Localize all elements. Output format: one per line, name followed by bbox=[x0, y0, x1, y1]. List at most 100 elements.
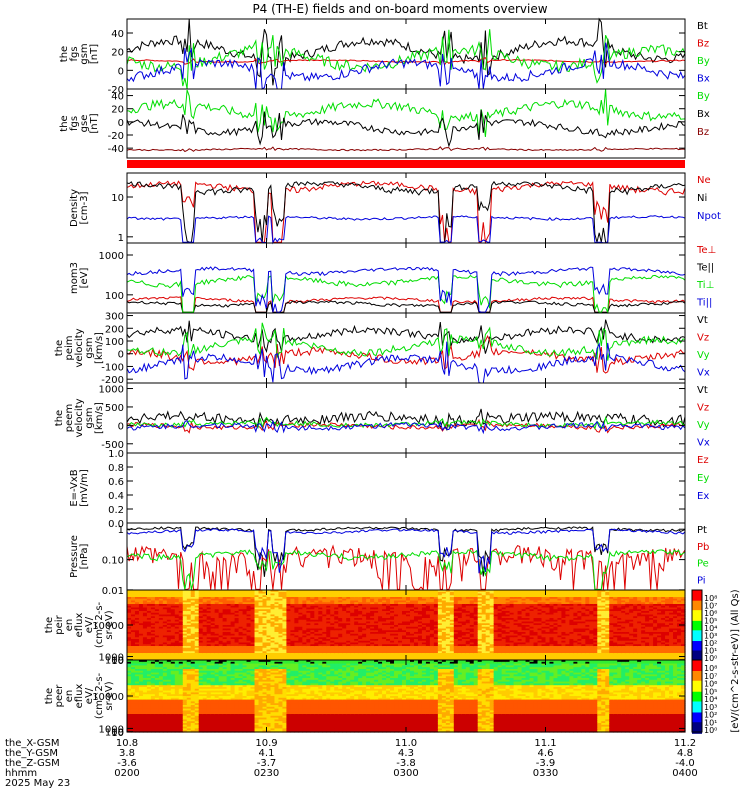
panel-fgs_gsm: 40 20 0 -20 thefgsgsm[nT] Bt Bz By Bx bbox=[59, 17, 710, 96]
series-Ti⊥ bbox=[126, 274, 686, 315]
y-axis-label: thefgsgsm[nT] bbox=[59, 43, 100, 64]
series-Bz bbox=[126, 146, 686, 153]
legend-Te||: Te|| bbox=[696, 263, 714, 274]
legend-Pi: Pi bbox=[697, 575, 706, 586]
y-tick-label: 40 bbox=[111, 29, 124, 40]
y-tick-label: 0.0 bbox=[108, 519, 124, 530]
x-row-label: the_X-GSM bbox=[5, 738, 59, 749]
panel-peem: 1000 500 0 -500 thepeemvelocitygsm[km/s] Vt Vz… bbox=[54, 382, 710, 454]
series-Bt bbox=[126, 17, 686, 86]
legend-Pt: Pt bbox=[697, 525, 707, 536]
y-tick-label: 100 bbox=[105, 656, 124, 667]
colorbar-tick: 10⁸ bbox=[704, 594, 717, 603]
colorbar-tick: 10⁶ bbox=[704, 680, 717, 689]
y-tick-label: -20 bbox=[108, 85, 124, 96]
y-axis-label: thepeerenefluxeV/(cm^2-s-sr-eV) bbox=[44, 672, 115, 719]
y-tick-label: 0.4 bbox=[108, 491, 124, 502]
x-tick-label: 11.2 bbox=[674, 738, 696, 749]
legend-Ey: Ey bbox=[697, 473, 709, 484]
y-tick-label: 20 bbox=[111, 48, 124, 59]
x-tick-label: 0300 bbox=[393, 768, 418, 779]
y-tick-label: 10000 bbox=[92, 621, 124, 632]
panel-fgs_gse: 40 20 0 -20 -40 thefgsgse[nT] By Bx Bz bbox=[59, 88, 710, 159]
y-axis-label: mom3[eV] bbox=[69, 262, 90, 294]
legend-Vx: Vx bbox=[697, 438, 710, 449]
y-tick-label: -40 bbox=[108, 144, 124, 155]
panel-pressure: 1 0.10 0.01 Pressure[nPa] Pt Pb Pe Pi bbox=[69, 522, 709, 597]
colorbar-tick: 10³ bbox=[704, 703, 717, 712]
series-Vz bbox=[126, 334, 686, 374]
legend-Te⊥: Te⊥ bbox=[696, 245, 716, 256]
legend-Ne: Ne bbox=[697, 175, 711, 186]
series-Vt bbox=[126, 319, 686, 354]
colorbar-tick: 10⁵ bbox=[704, 617, 717, 626]
colorbar-tick: 10⁴ bbox=[704, 695, 717, 704]
legend-Vt: Vt bbox=[697, 385, 708, 396]
y-axis-label: Density[cm-3] bbox=[69, 189, 90, 227]
y-tick-label: 40 bbox=[111, 92, 124, 103]
y-axis-label: thepeirenefluxeV/(cm^2-s-sr-eV) bbox=[44, 601, 115, 648]
y-tick-label: 1000 bbox=[99, 653, 124, 664]
legend-Bx: Bx bbox=[697, 74, 710, 85]
colorbar-tick: 10⁷ bbox=[704, 602, 717, 611]
panel-frame bbox=[126, 242, 686, 314]
date-label: 2025 May 23 bbox=[5, 778, 70, 789]
series-Pi bbox=[126, 528, 686, 574]
y-tick-label: 1.0 bbox=[108, 449, 124, 460]
y-tick-label: 0.10 bbox=[102, 556, 124, 567]
x-tick-label: 10.8 bbox=[116, 738, 138, 749]
y-tick-label: 10 bbox=[111, 656, 124, 667]
legend-Ti⊥: Ti⊥ bbox=[696, 280, 714, 291]
series-Ni bbox=[126, 180, 686, 243]
legend-Pb: Pb bbox=[697, 542, 709, 553]
panel-frame bbox=[126, 172, 686, 244]
panel-peer: 10000100010010thepeerenefluxeV/(cm^2-s-s… bbox=[44, 659, 686, 739]
legend-Ex: Ex bbox=[697, 491, 709, 502]
series-Ne bbox=[126, 180, 686, 245]
y-tick-label: 100 bbox=[105, 728, 124, 739]
x-row-label: the_Y-GSM bbox=[5, 748, 58, 759]
colorbar-tick: 10¹ bbox=[704, 718, 717, 727]
legend-Vx: Vx bbox=[697, 368, 710, 379]
series-Pt bbox=[126, 526, 686, 577]
legend-Vt: Vt bbox=[697, 315, 708, 326]
y-tick-label: 10 bbox=[111, 193, 124, 204]
y-axis-label: thepeemvelocitygsm[km/s] bbox=[54, 398, 105, 437]
legend-Pe: Pe bbox=[697, 559, 709, 570]
y-tick-label: 0.2 bbox=[108, 505, 124, 516]
panel-temp: 1000 100 mom3[eV] Te⊥ Te|| Ti⊥ Ti|| bbox=[69, 242, 716, 315]
panel-frame bbox=[126, 18, 686, 90]
plot-title: P4 (TH-E) fields and on-board moments ov… bbox=[252, 2, 547, 16]
series-Vy bbox=[126, 322, 686, 361]
series-Bx bbox=[126, 42, 686, 90]
series-Pb bbox=[126, 544, 686, 591]
colorbar-tick: 10⁸ bbox=[704, 664, 717, 673]
colorbar-tick: 10⁰ bbox=[704, 726, 717, 735]
x-tick-label: 4.8 bbox=[677, 748, 693, 759]
x-tick-label: 10.9 bbox=[255, 738, 277, 749]
legend-Ez: Ez bbox=[697, 455, 709, 466]
x-tick-label: -3.8 bbox=[396, 758, 416, 769]
y-tick-label: 10000 bbox=[92, 692, 124, 703]
y-tick-label: 1000 bbox=[99, 385, 124, 396]
legend-Bz: Bz bbox=[697, 127, 709, 138]
x-tick-label: 4.6 bbox=[538, 748, 554, 759]
x-tick-label: 0230 bbox=[254, 768, 279, 779]
red-strip bbox=[127, 160, 685, 168]
y-tick-label: 100 bbox=[105, 291, 124, 302]
colorbar-tick: 10² bbox=[704, 639, 717, 648]
y-tick-label: 0.8 bbox=[108, 463, 124, 474]
series-Vx bbox=[126, 341, 686, 384]
y-axis-label: E=-VxB[mV/m] bbox=[69, 469, 90, 507]
y-tick-label: 100 bbox=[105, 337, 124, 348]
y-tick-label: 0.01 bbox=[102, 586, 124, 597]
y-tick-label: 200 bbox=[105, 324, 124, 335]
x-tick-label: -3.6 bbox=[117, 758, 137, 769]
colorbar-label: [eV/(cm^2-s-str-eV)] (All Qs) bbox=[730, 589, 741, 732]
x-tick-label: 0200 bbox=[114, 768, 139, 779]
